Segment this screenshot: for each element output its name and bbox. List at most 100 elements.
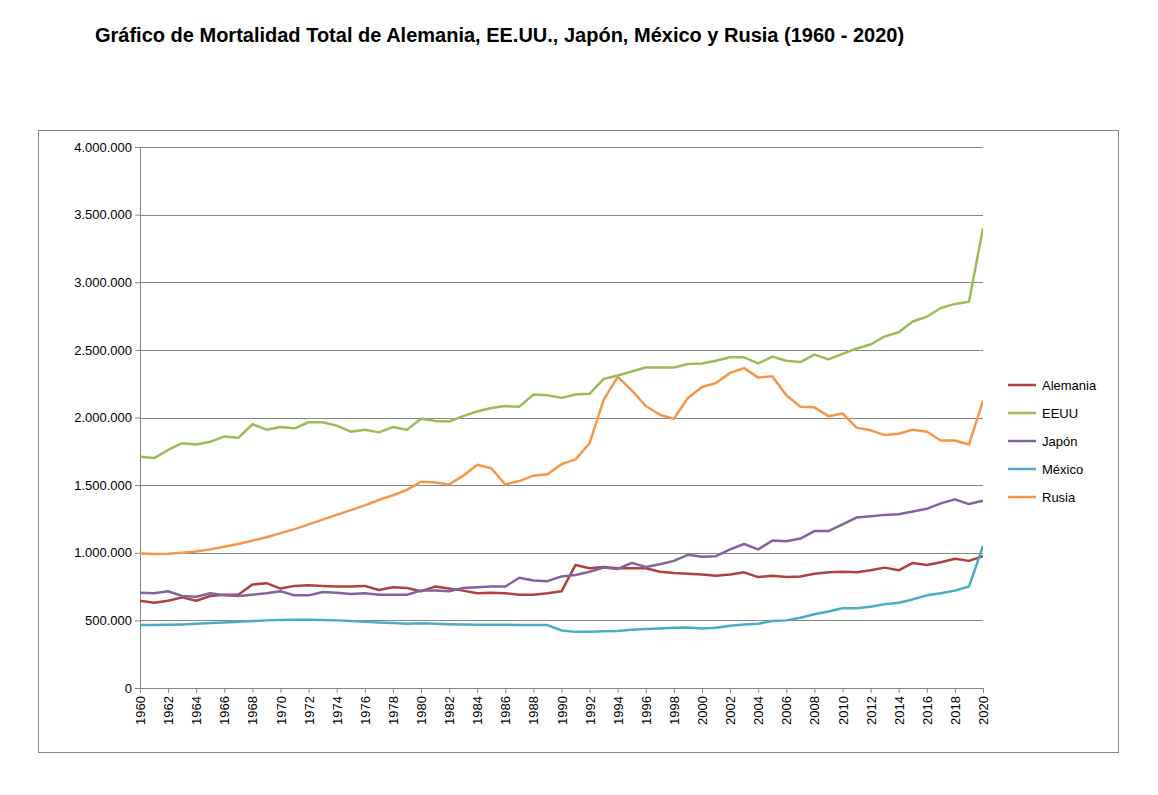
x-tick: 1964 — [189, 688, 204, 725]
x-tick: 1980 — [414, 688, 429, 725]
x-tick: 2006 — [779, 688, 794, 725]
series-line — [140, 499, 983, 596]
x-tick-label: 2016 — [920, 696, 935, 725]
x-tick-label: 1998 — [667, 696, 682, 725]
x-tick-mark — [365, 688, 366, 693]
y-tick-mark — [135, 553, 140, 554]
y-tick-label: 4.000.000 — [74, 140, 132, 155]
x-tick: 1990 — [555, 688, 570, 725]
x-tick: 1970 — [274, 688, 289, 725]
x-tick-mark — [281, 688, 282, 693]
x-tick-label: 1960 — [133, 696, 148, 725]
x-tick-mark — [843, 688, 844, 693]
legend: AlemaniaEEUUJapónMéxicoRusia — [1008, 378, 1097, 505]
x-tick-label: 2006 — [779, 696, 794, 725]
x-tick: 1978 — [386, 688, 401, 725]
x-tick-label: 2002 — [723, 696, 738, 725]
x-tick-label: 2000 — [695, 696, 710, 725]
x-tick-label: 1966 — [217, 696, 232, 725]
x-tick: 1992 — [583, 688, 598, 725]
grid-line — [140, 282, 983, 283]
y-tick-label: 2.500.000 — [74, 343, 132, 358]
x-tick-label: 1974 — [330, 696, 345, 725]
legend-swatch — [1008, 468, 1036, 471]
x-tick-label: 2018 — [948, 696, 963, 725]
y-axis-line — [135, 148, 141, 689]
legend-swatch — [1008, 496, 1036, 499]
x-axis: 1960 1962 1964 1966 1968 1970 1972 1974 1976 1978… — [133, 688, 991, 725]
x-tick-mark — [168, 688, 169, 693]
y-tick: 0 — [125, 681, 140, 696]
grid-line — [140, 553, 983, 554]
x-tick-label: 2012 — [864, 696, 879, 725]
grid-line — [140, 215, 983, 216]
x-tick: 1984 — [470, 688, 485, 725]
y-tick-mark — [135, 485, 140, 486]
x-tick-label: 1984 — [470, 696, 485, 725]
x-tick: 1968 — [245, 688, 260, 725]
x-tick-mark — [702, 688, 703, 693]
y-tick: 1.000.000 — [74, 545, 140, 560]
y-tick-label: 1.000.000 — [74, 545, 132, 560]
x-tick-mark — [730, 688, 731, 693]
chart-frame — [39, 131, 1119, 753]
x-tick-mark — [927, 688, 928, 693]
x-tick-mark — [590, 688, 591, 693]
x-tick-label: 1976 — [358, 696, 373, 725]
y-tick: 3.000.000 — [74, 275, 140, 290]
series-line — [140, 546, 983, 632]
y-tick-label: 500.000 — [85, 613, 132, 628]
x-tick: 1994 — [611, 688, 626, 725]
x-tick: 2012 — [864, 688, 879, 725]
x-tick: 1972 — [302, 688, 317, 725]
legend-swatch — [1008, 440, 1036, 443]
x-tick-label: 1982 — [442, 696, 457, 725]
title: Gráfico de Mortalidad Total de Alemania,… — [95, 24, 904, 46]
x-tick-mark — [140, 688, 141, 693]
x-tick: 1996 — [639, 688, 654, 725]
y-tick-label: 1.500.000 — [74, 478, 132, 493]
x-tick-mark — [646, 688, 647, 693]
x-tick-label: 1996 — [639, 696, 654, 725]
y-tick-mark — [135, 147, 140, 148]
x-tick-mark — [449, 688, 450, 693]
x-tick: 1966 — [217, 688, 232, 725]
x-tick-label: 1962 — [161, 696, 176, 725]
x-tick: 1986 — [498, 688, 513, 725]
x-tick-label: 2004 — [751, 696, 766, 725]
x-tick: 1962 — [161, 688, 176, 725]
x-tick-mark — [618, 688, 619, 693]
x-tick-label: 1972 — [302, 696, 317, 725]
grid-line — [140, 350, 983, 351]
x-tick-label: 1994 — [611, 696, 626, 725]
x-tick-mark — [337, 688, 338, 693]
x-tick: 1988 — [526, 688, 541, 725]
y-tick-label: 2.000.000 — [74, 410, 132, 425]
chart: Gráfico de Mortalidad Total de Alemania,… — [0, 0, 1158, 795]
x-tick-mark — [393, 688, 394, 693]
x-tick: 1960 — [133, 688, 148, 725]
y-tick: 500.000 — [85, 613, 140, 628]
x-tick: 2004 — [751, 688, 766, 725]
x-tick-label: 2014 — [892, 696, 907, 725]
x-tick: 2000 — [695, 688, 710, 725]
x-tick-mark — [674, 688, 675, 693]
x-tick-label: 1992 — [583, 696, 598, 725]
legend-swatch — [1008, 412, 1036, 415]
y-tick: 2.000.000 — [74, 410, 140, 425]
x-axis-line — [141, 689, 984, 694]
grid-line — [140, 147, 983, 148]
x-tick-label: 1964 — [189, 696, 204, 725]
y-axis: 0 500.000 1.000.000 1.500.000 2.000.000 2.500… — [74, 140, 140, 696]
x-tick-label: 2020 — [976, 696, 991, 725]
y-tick-mark — [135, 215, 140, 216]
y-tick: 4.000.000 — [74, 140, 140, 155]
x-tick-mark — [955, 688, 956, 693]
y-tick: 2.500.000 — [74, 343, 140, 358]
x-tick-label: 1988 — [526, 696, 541, 725]
grid-line — [140, 418, 983, 419]
x-tick-mark — [814, 688, 815, 693]
x-tick-mark — [196, 688, 197, 693]
y-tick: 1.500.000 — [74, 478, 140, 493]
x-tick: 2002 — [723, 688, 738, 725]
